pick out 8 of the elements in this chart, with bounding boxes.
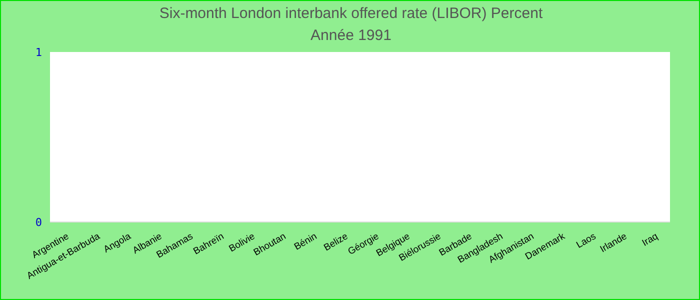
chart-title: Six-month London interbank offered rate (LIBOR) Percent: [158, 5, 544, 22]
x-tick-label: Belize: [322, 231, 350, 254]
chart-subtitle: Année 1991: [310, 27, 392, 44]
x-tick-label: Laos: [574, 230, 598, 251]
y-tick-label: 0: [35, 216, 42, 229]
y-tick-label: 1: [35, 46, 42, 59]
x-tick-label: Iraq: [640, 231, 660, 249]
x-tick-label: Bénin: [292, 231, 319, 253]
